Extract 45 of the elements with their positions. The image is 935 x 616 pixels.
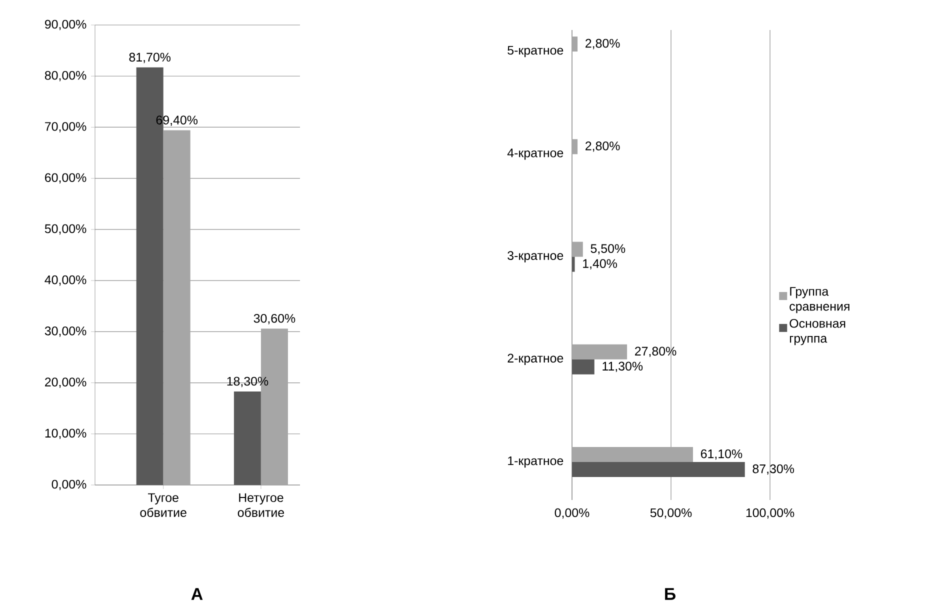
y-tick-label: 1-кратное [508,456,564,468]
y-tick-label: 2-кратное [508,354,564,366]
x-tick-label: Нетугое обвитие [238,493,284,517]
text: Б [665,588,676,600]
bar [572,462,745,478]
bar [572,359,594,374]
bar [234,391,261,485]
bar [572,139,578,154]
data-label: 87,30% [752,464,794,475]
y-tick-label: 3-кратное [508,251,564,262]
text: А [191,588,203,600]
data-label: 81,70% [129,52,170,64]
y-tick-label: 4-кратное [507,148,564,160]
data-label: 27,80% [635,346,676,358]
y-tick-label: 80,00% [44,70,86,82]
y-tick-label: 60,00% [45,173,86,184]
bar [572,256,575,272]
bar [572,242,583,257]
bar [572,36,578,52]
data-label: 30,60% [254,314,296,324]
y-tick-label: 20,00% [45,378,86,388]
data-label: 18,30% [227,376,268,388]
data-label: 11,30% [602,362,643,372]
data-label: 5,50% [590,244,626,254]
legend-label: Группа сравнения [790,287,850,314]
y-tick-label: 90,00% [44,20,86,30]
data-label: 1,40% [583,259,617,270]
bar [572,447,693,462]
y-tick-label: 50,00% [44,224,86,235]
bar [572,344,628,360]
x-tick-label: 50,00% [650,508,692,519]
bar [163,130,190,485]
y-tick-label: 0,00% [52,480,86,490]
x-tick-label: Тугое обвитие [140,493,186,517]
data-label: 2,80% [586,142,620,152]
y-tick-label: 5-кратное [508,46,564,58]
y-tick-label: 70,00% [45,122,86,132]
y-tick-label: 40,00% [44,275,86,286]
legend-label: Основная группа [790,318,846,346]
data-label: 61,10% [700,449,742,460]
x-tick-label: 100,00% [746,508,794,519]
data-label: 2,80% [586,38,620,50]
x-tick-label: 0,00% [554,508,590,519]
y-tick-label: 30,00% [44,326,86,337]
y-tick-label: 10,00% [45,428,86,440]
